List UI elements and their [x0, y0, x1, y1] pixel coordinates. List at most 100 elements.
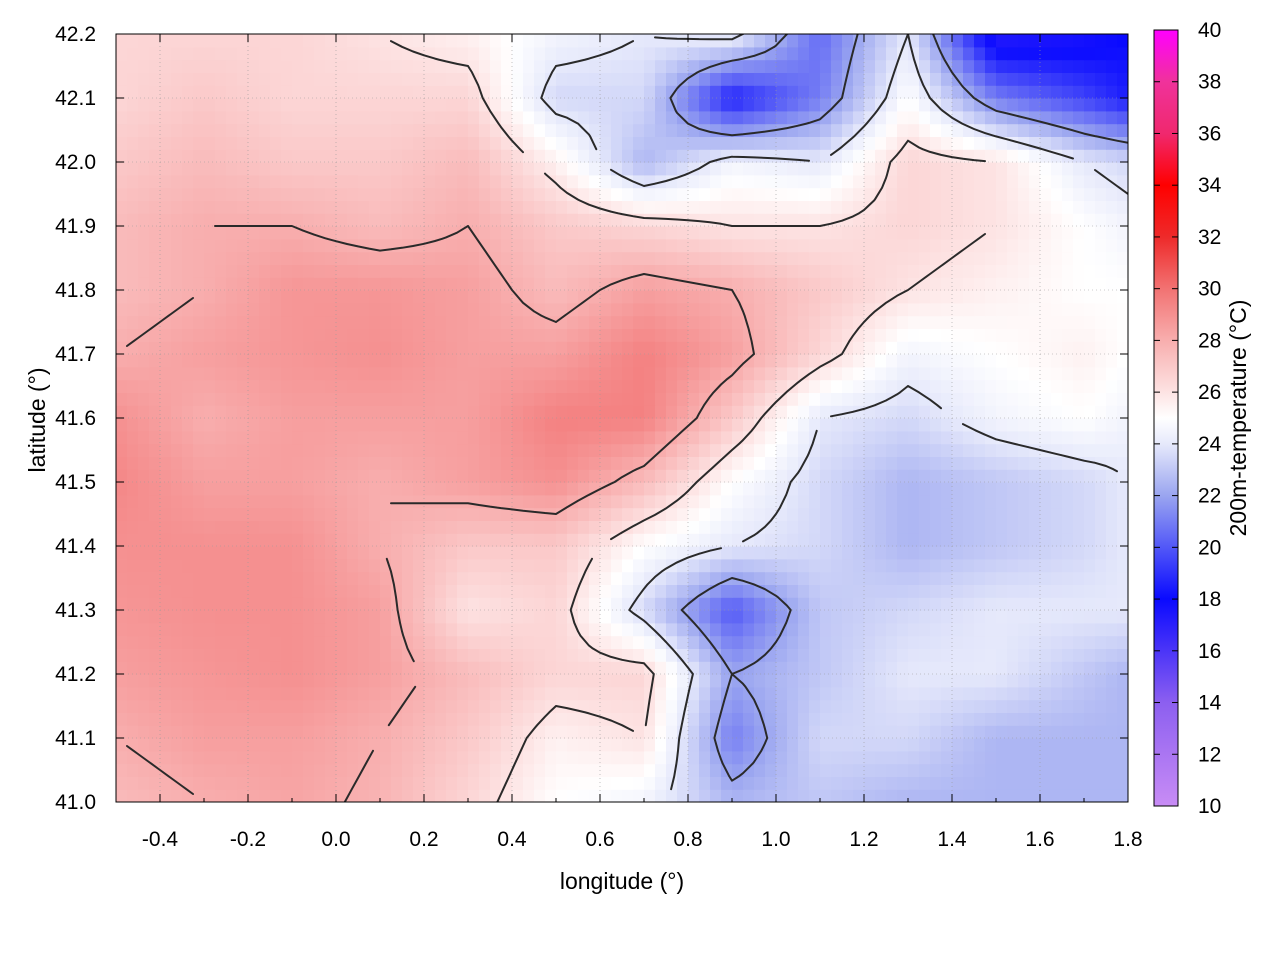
heatmap-cell [490, 610, 502, 624]
heatmap-cell [204, 264, 216, 278]
heatmap-cell [952, 597, 964, 611]
heatmap-cell [622, 290, 634, 304]
heatmap-cell [490, 712, 502, 726]
heatmap-cell [831, 635, 843, 649]
heatmap-cell [204, 482, 216, 496]
heatmap-cell [567, 174, 579, 189]
heatmap-cell [875, 558, 887, 573]
heatmap-cell [435, 674, 447, 688]
heatmap-cell [941, 392, 953, 406]
heatmap-cell [589, 482, 601, 496]
heatmap-cell [226, 162, 238, 176]
heatmap-cell [424, 789, 436, 802]
heatmap-cell [413, 584, 425, 598]
heatmap-cell [974, 469, 986, 483]
heatmap-cell [655, 558, 667, 573]
heatmap-cell [358, 136, 370, 150]
heatmap-cell [116, 558, 128, 573]
heatmap-cell [1007, 597, 1019, 611]
heatmap-cell [138, 379, 150, 393]
heatmap-cell [1095, 789, 1107, 802]
heatmap-cell [380, 750, 392, 765]
heatmap-cell [501, 110, 513, 125]
heatmap-cell [556, 750, 568, 765]
heatmap-cell [908, 328, 920, 342]
heatmap-cell [589, 238, 601, 253]
heatmap-cell [875, 456, 887, 470]
heatmap-cell [325, 200, 337, 214]
heatmap-cell [787, 763, 799, 777]
heatmap-cell [314, 763, 326, 777]
heatmap-cell [1018, 341, 1030, 355]
heatmap-cell [556, 558, 568, 573]
heatmap-cell [622, 661, 634, 675]
heatmap-cell [347, 686, 359, 701]
heatmap-cell [688, 443, 700, 457]
heatmap-cell [556, 187, 568, 201]
heatmap-cell [666, 648, 678, 662]
heatmap-cell [204, 712, 216, 726]
heatmap-cell [435, 379, 447, 393]
heatmap-cell [314, 430, 326, 445]
heatmap-cell [237, 149, 249, 163]
heatmap-cell [886, 162, 898, 176]
heatmap-cell [1095, 418, 1107, 432]
heatmap-cell [424, 238, 436, 253]
heatmap-cell [369, 712, 381, 726]
heatmap-cell [325, 469, 337, 483]
heatmap-cell [710, 699, 722, 713]
heatmap-cell [611, 699, 623, 713]
heatmap-cell [666, 302, 678, 317]
heatmap-cell [556, 162, 568, 176]
heatmap-cell [325, 546, 337, 560]
heatmap-cell [809, 162, 821, 176]
heatmap-cell [1106, 482, 1118, 496]
heatmap-cell [842, 226, 854, 240]
heatmap-cell [963, 366, 975, 381]
heatmap-cell [864, 366, 876, 381]
heatmap-cell [325, 686, 337, 701]
heatmap-cell [1007, 213, 1019, 227]
heatmap-cell [831, 763, 843, 777]
heatmap-cell [534, 200, 546, 214]
heatmap-cell [974, 622, 986, 637]
heatmap-cell [886, 443, 898, 457]
heatmap-cell [974, 610, 986, 624]
heatmap-cell [930, 558, 942, 573]
heatmap-cell [600, 635, 612, 649]
heatmap-cell [820, 264, 832, 278]
heatmap-cell [985, 379, 997, 393]
heatmap-cell [479, 200, 491, 214]
heatmap-cell [1029, 789, 1041, 802]
heatmap-cell [776, 443, 788, 457]
heatmap-cell [160, 315, 172, 329]
heatmap-cell [292, 648, 304, 662]
heatmap-cell [820, 443, 832, 457]
heatmap-cell [270, 712, 282, 726]
heatmap-cell [633, 418, 645, 432]
heatmap-cell [281, 315, 293, 329]
heatmap-cell [1051, 584, 1063, 598]
heatmap-cell [479, 226, 491, 240]
heatmap-cell [985, 315, 997, 329]
heatmap-cell [413, 430, 425, 445]
heatmap-cell [633, 686, 645, 701]
heatmap-cell [974, 366, 986, 381]
heatmap-cell [754, 379, 766, 393]
heatmap-cell [490, 789, 502, 802]
heatmap-cell [567, 110, 579, 125]
heatmap-cell [1106, 392, 1118, 406]
heatmap-cell [1062, 315, 1074, 329]
heatmap-cell [435, 571, 447, 585]
heatmap-cell [347, 226, 359, 240]
heatmap-cell [963, 648, 975, 662]
heatmap-cell [919, 763, 931, 777]
heatmap-cell [270, 315, 282, 329]
heatmap-cell [776, 430, 788, 445]
heatmap-cell [347, 520, 359, 534]
heatmap-cell [1117, 776, 1128, 790]
heatmap-cell [688, 149, 700, 163]
heatmap-cell [776, 699, 788, 713]
heatmap-cell [677, 699, 689, 713]
heatmap-cell [1018, 750, 1030, 765]
